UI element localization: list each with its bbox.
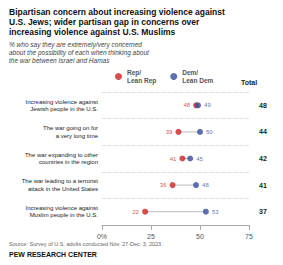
svg-text:U.S. Jews; wider partisan gap: U.S. Jews; wider partisan gap in concern… bbox=[9, 17, 200, 27]
svg-text:Increasing violence against: Increasing violence against bbox=[26, 205, 99, 211]
svg-text:Bipartisan concern about incre: Bipartisan concern about increasing viol… bbox=[9, 7, 225, 17]
svg-text:22: 22 bbox=[132, 209, 139, 215]
svg-text:36: 36 bbox=[160, 182, 167, 188]
svg-text:% who say they are extremely/v: % who say they are extremely/very concer… bbox=[9, 41, 142, 49]
svg-text:48: 48 bbox=[202, 182, 209, 188]
svg-text:25: 25 bbox=[147, 233, 155, 240]
svg-text:the war between Israel and Ham: the war between Israel and Hamas bbox=[9, 57, 110, 64]
svg-text:Muslim people in the U.S.: Muslim people in the U.S. bbox=[30, 212, 99, 218]
svg-text:45: 45 bbox=[196, 156, 203, 162]
svg-text:50: 50 bbox=[206, 129, 213, 135]
svg-text:PEW RESEARCH CENTER: PEW RESEARCH CENTER bbox=[9, 251, 97, 258]
svg-text:Increasing violence against: Increasing violence against bbox=[26, 99, 99, 105]
svg-text:48: 48 bbox=[259, 102, 267, 109]
svg-text:Lean Dem: Lean Dem bbox=[182, 77, 213, 84]
svg-text:41: 41 bbox=[259, 182, 267, 189]
svg-text:48: 48 bbox=[183, 102, 190, 108]
svg-text:75: 75 bbox=[245, 233, 253, 240]
svg-text:49: 49 bbox=[204, 102, 211, 108]
svg-text:Jewish people in the U.S.: Jewish people in the U.S. bbox=[30, 106, 98, 112]
svg-text:The war leading to a terrorist: The war leading to a terrorist bbox=[22, 178, 99, 184]
svg-text:53: 53 bbox=[212, 209, 219, 215]
svg-text:0%: 0% bbox=[97, 233, 107, 240]
svg-text:about the possibility of each: about the possibility of each when think… bbox=[9, 49, 150, 57]
svg-text:39: 39 bbox=[166, 129, 173, 135]
svg-text:Lean Rep: Lean Rep bbox=[127, 77, 156, 85]
svg-text:37: 37 bbox=[259, 208, 267, 215]
svg-text:The war expanding to other: The war expanding to other bbox=[25, 152, 98, 158]
svg-text:a very long time: a very long time bbox=[56, 133, 99, 139]
svg-text:42: 42 bbox=[259, 155, 267, 162]
svg-text:attack in the United States: attack in the United States bbox=[28, 186, 98, 192]
svg-text:Total: Total bbox=[241, 79, 257, 86]
svg-text:Rep/: Rep/ bbox=[127, 69, 142, 77]
svg-text:Dem/: Dem/ bbox=[182, 69, 198, 76]
svg-text:Source: Survey of U.S. adults: Source: Survey of U.S. adults conducted … bbox=[9, 241, 163, 247]
svg-text:44: 44 bbox=[259, 128, 267, 135]
svg-text:increasing violence against U.: increasing violence against U.S. Muslims bbox=[9, 27, 176, 37]
svg-text:50: 50 bbox=[196, 233, 204, 240]
svg-text:The war going on for: The war going on for bbox=[43, 125, 98, 131]
svg-text:countries in the region: countries in the region bbox=[39, 159, 98, 165]
svg-text:41: 41 bbox=[170, 156, 177, 162]
